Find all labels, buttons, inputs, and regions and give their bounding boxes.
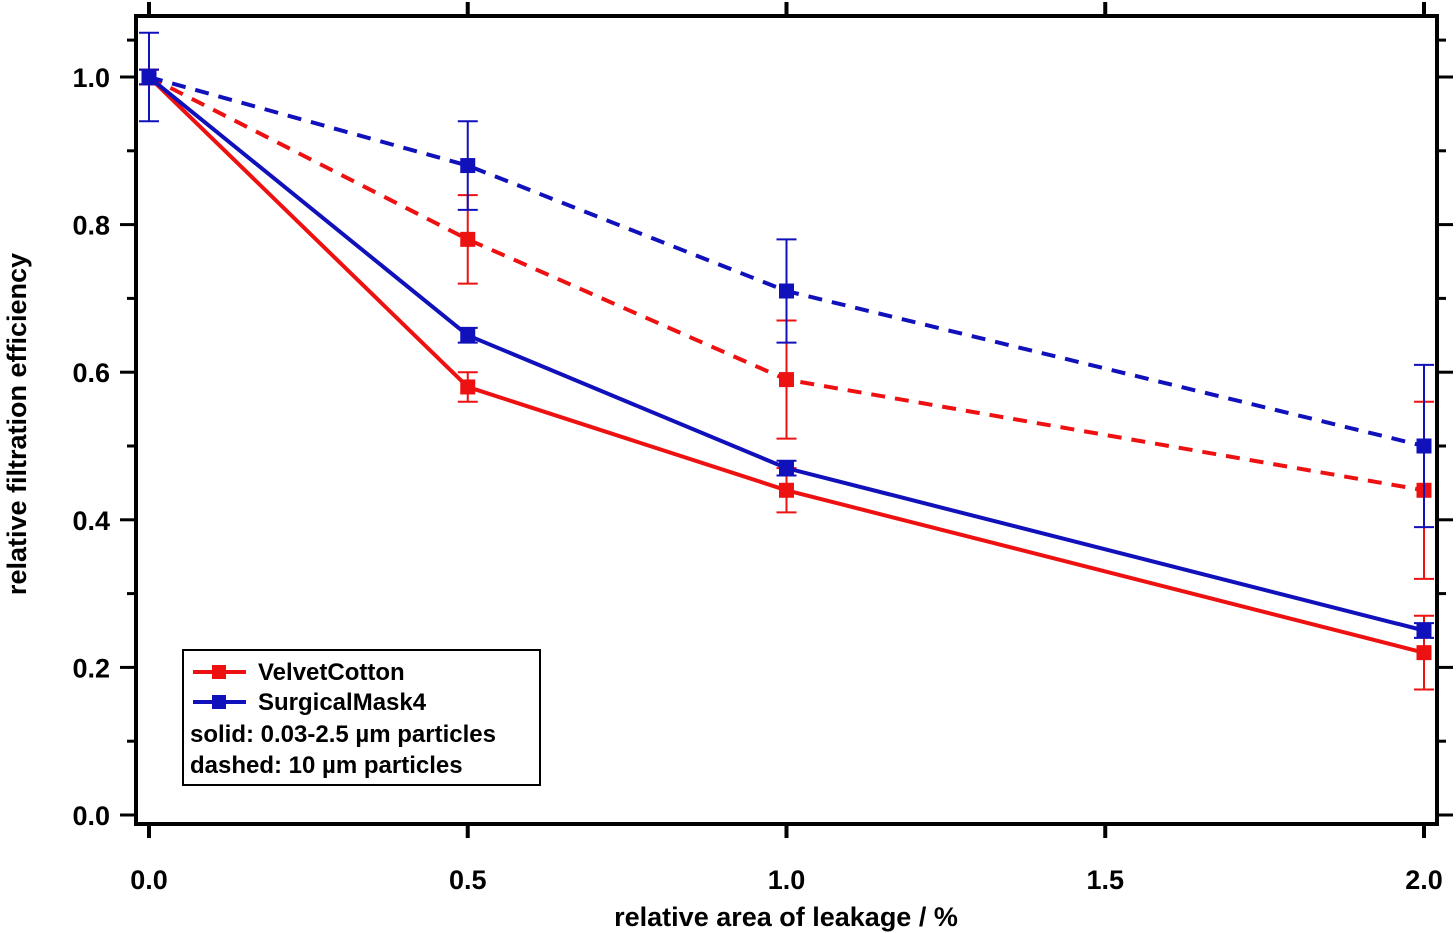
data-point [1416, 623, 1432, 638]
y-tick-label: 1.0 [72, 63, 110, 93]
data-point [779, 283, 794, 299]
data-point [460, 379, 476, 395]
data-point [460, 231, 476, 247]
y-tick-label: 0.4 [72, 506, 110, 536]
legend-note-dashed: dashed: 10 µm particles [190, 752, 463, 779]
data-point [779, 372, 794, 388]
legend-note-solid: solid: 0.03-2.5 µm particles [190, 721, 496, 748]
x-tick-label: 0.0 [130, 865, 168, 895]
x-tick-label: 2.0 [1405, 865, 1443, 895]
y-axis-title: relative filtration efficiency [2, 253, 32, 595]
legend-marker-velvetcotton [212, 665, 226, 679]
data-point [779, 482, 794, 498]
x-tick-label: 0.5 [449, 865, 487, 895]
x-tick-label: 1.5 [1086, 865, 1124, 895]
series-surgicalmask4 [139, 68, 1434, 639]
y-tick-label: 0.0 [72, 801, 110, 831]
legend-marker-surgicalmask4 [212, 695, 226, 709]
data-point [1416, 438, 1432, 454]
legend: VelvetCotton SurgicalMask4 solid: 0.03-2… [182, 649, 541, 786]
series-line [147, 75, 1425, 633]
data-point [779, 460, 794, 476]
x-axis-title: relative area of leakage / % [614, 902, 958, 932]
data-point [1416, 645, 1432, 661]
axis-ticks [120, 2, 1453, 838]
y-tick-label: 0.8 [72, 211, 110, 241]
data-point [141, 69, 157, 85]
tick-labels: 0.0 0.5 1.0 1.5 2.0 0.0 0.2 0.4 0.6 0.8 1.0 [72, 63, 1442, 895]
legend-label-surgicalmask4: SurgicalMask4 [258, 689, 427, 716]
y-tick-label: 0.6 [72, 358, 110, 388]
data-point [460, 327, 476, 343]
series-line [147, 75, 1425, 655]
y-tick-label: 0.2 [72, 653, 110, 683]
series-line [148, 75, 1425, 493]
legend-label-velvetcotton: VelvetCotton [258, 659, 405, 686]
series-dashed-3 [139, 31, 1434, 529]
x-tick-label: 1.0 [768, 865, 806, 895]
data-point [460, 158, 476, 174]
series-layer [139, 31, 1434, 691]
